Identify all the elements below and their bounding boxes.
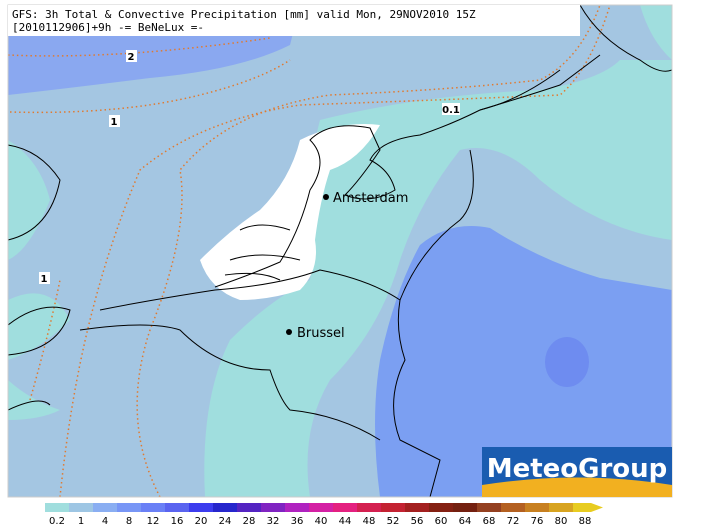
scale-label: 8 bbox=[126, 516, 132, 527]
contour-label: 0.1 bbox=[442, 105, 460, 116]
color-swatch bbox=[549, 503, 573, 512]
header-line: [2010112906]+9h -= BeNeLux =- bbox=[12, 21, 204, 34]
color-swatch bbox=[165, 503, 189, 512]
color-swatch bbox=[405, 503, 429, 512]
color-swatch bbox=[357, 503, 381, 512]
header-box bbox=[8, 5, 580, 36]
city-dot bbox=[286, 329, 292, 335]
logo: MeteoGroup bbox=[482, 447, 672, 497]
contour-label: 1 bbox=[111, 117, 118, 128]
color-swatch bbox=[117, 503, 141, 512]
contour-label: 1 bbox=[41, 274, 48, 285]
color-swatch bbox=[525, 503, 549, 512]
scale-label: 28 bbox=[243, 516, 256, 527]
color-swatch bbox=[501, 503, 525, 512]
color-swatch bbox=[333, 503, 357, 512]
scale-label: 36 bbox=[291, 516, 304, 527]
color-swatch bbox=[573, 503, 603, 512]
scale-label: 52 bbox=[387, 516, 400, 527]
scale-label: 1 bbox=[78, 516, 84, 527]
scale-label: 4 bbox=[102, 516, 108, 527]
color-swatch bbox=[309, 503, 333, 512]
city-label: Amsterdam bbox=[333, 191, 408, 206]
scale-label: 48 bbox=[363, 516, 376, 527]
color-swatch bbox=[45, 503, 69, 512]
scale-label: 16 bbox=[171, 516, 184, 527]
color-scale: 0.2 1 4 8 12 16 20 24 28 32 36 40 44 48 52 56 60 64 68 72 76… bbox=[45, 503, 603, 527]
scale-label: 76 bbox=[531, 516, 544, 527]
color-swatch bbox=[429, 503, 453, 512]
scale-label: 20 bbox=[195, 516, 208, 527]
color-swatch bbox=[477, 503, 501, 512]
scale-label: 60 bbox=[435, 516, 448, 527]
logo-text: MeteoGroup bbox=[487, 454, 668, 484]
color-swatch bbox=[213, 503, 237, 512]
scale-label: 40 bbox=[315, 516, 328, 527]
color-swatch bbox=[141, 503, 165, 512]
scale-label: 32 bbox=[267, 516, 280, 527]
scale-label: 56 bbox=[411, 516, 424, 527]
header-line: GFS: 3h Total & Convective Precipitation… bbox=[12, 8, 476, 21]
color-swatch bbox=[69, 503, 93, 512]
scale-label: 68 bbox=[483, 516, 496, 527]
color-swatch bbox=[189, 503, 213, 512]
color-swatch bbox=[93, 503, 117, 512]
city-label: Brussel bbox=[297, 326, 345, 341]
scale-label: 80 bbox=[555, 516, 568, 527]
scale-label: 24 bbox=[219, 516, 232, 527]
scale-label: 44 bbox=[339, 516, 352, 527]
color-swatch bbox=[381, 503, 405, 512]
contour-label: 2 bbox=[128, 52, 135, 63]
scale-label: 88 bbox=[579, 516, 592, 527]
color-swatch bbox=[453, 503, 477, 512]
scale-label: 12 bbox=[147, 516, 160, 527]
scale-label: 72 bbox=[507, 516, 520, 527]
scale-label: 64 bbox=[459, 516, 472, 527]
color-swatch bbox=[261, 503, 285, 512]
precip-field bbox=[8, 5, 672, 497]
color-swatch bbox=[237, 503, 261, 512]
color-swatch bbox=[285, 503, 309, 512]
scale-label: 0.2 bbox=[49, 516, 65, 527]
city-dot bbox=[323, 194, 329, 200]
